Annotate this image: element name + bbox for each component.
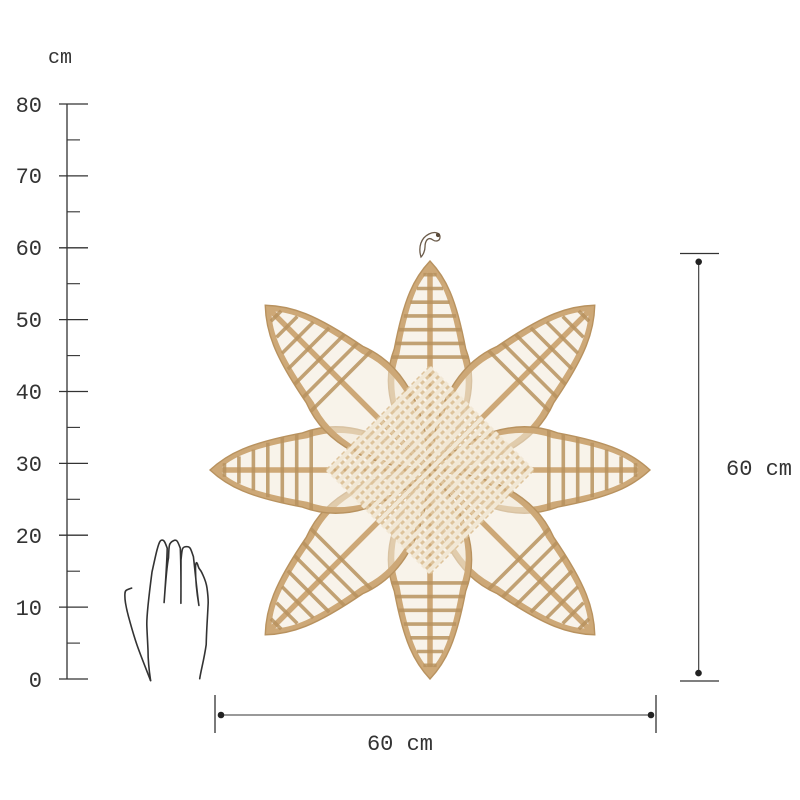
svg-text:60: 60	[16, 237, 42, 262]
svg-text:0: 0	[29, 669, 42, 694]
svg-text:50: 50	[16, 309, 42, 334]
svg-text:40: 40	[16, 381, 42, 406]
svg-text:60 cm: 60 cm	[367, 732, 433, 757]
svg-text:30: 30	[16, 453, 42, 478]
svg-text:cm: cm	[48, 47, 72, 70]
svg-text:20: 20	[16, 525, 42, 550]
svg-text:10: 10	[16, 597, 42, 622]
svg-text:60 cm: 60 cm	[726, 457, 792, 482]
svg-text:70: 70	[16, 165, 42, 190]
svg-text:80: 80	[16, 94, 42, 119]
